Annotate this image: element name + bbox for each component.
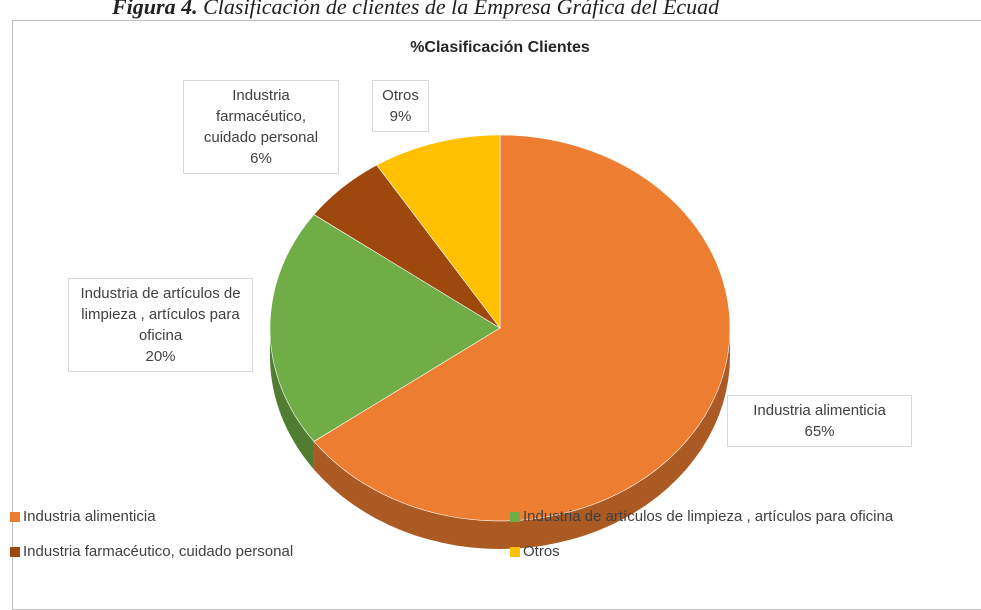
data-label: Industria alimenticia 65% [727,395,912,447]
legend-swatch [10,546,20,557]
legend-item: Industria alimenticia [10,508,156,525]
data-label-value: 9% [389,108,412,125]
legend-swatch [510,511,520,522]
figure-caption: Figura 4. Clasificación de clientes de l… [112,0,719,20]
legend-swatch [510,546,520,557]
chart-title: %Clasificación Clientes [410,39,590,56]
slice-side [270,328,314,470]
data-label-name: Industria alimenticia [753,402,886,419]
slice [269,214,501,442]
data-label: Industria farmacéutico, cuidado personal… [183,80,339,174]
data-label: Otros 9% [372,80,429,132]
data-label: Industria de artículos de limpieza , art… [68,278,253,372]
slice [313,164,501,329]
data-label-name: Industria de artículos de limpieza , art… [80,285,241,344]
slice [313,134,731,522]
legend-swatch [10,511,20,522]
legend-label: Industria farmacéutico, cuidado personal [23,543,294,560]
data-label-value: 6% [250,150,272,167]
caption-text: Clasificación de clientes de la Empresa … [203,0,720,19]
legend-label: Otros [523,543,560,560]
data-label-value: 20% [145,348,176,365]
caption-number: Figura 4. [112,0,198,19]
data-label-value: 65% [804,423,835,440]
slice [376,134,501,329]
legend-label: Industria alimenticia [23,508,156,525]
legend-item: Otros [510,543,560,560]
data-label-name: Industria farmacéutico, cuidado personal [203,87,319,146]
legend-label: Industria de artículos de limpieza , art… [523,508,894,525]
legend-item: Industria de artículos de limpieza , art… [510,508,893,525]
data-label-name: Otros [382,87,419,104]
legend-item: Industria farmacéutico, cuidado personal [10,543,293,560]
slice-side [313,328,730,549]
